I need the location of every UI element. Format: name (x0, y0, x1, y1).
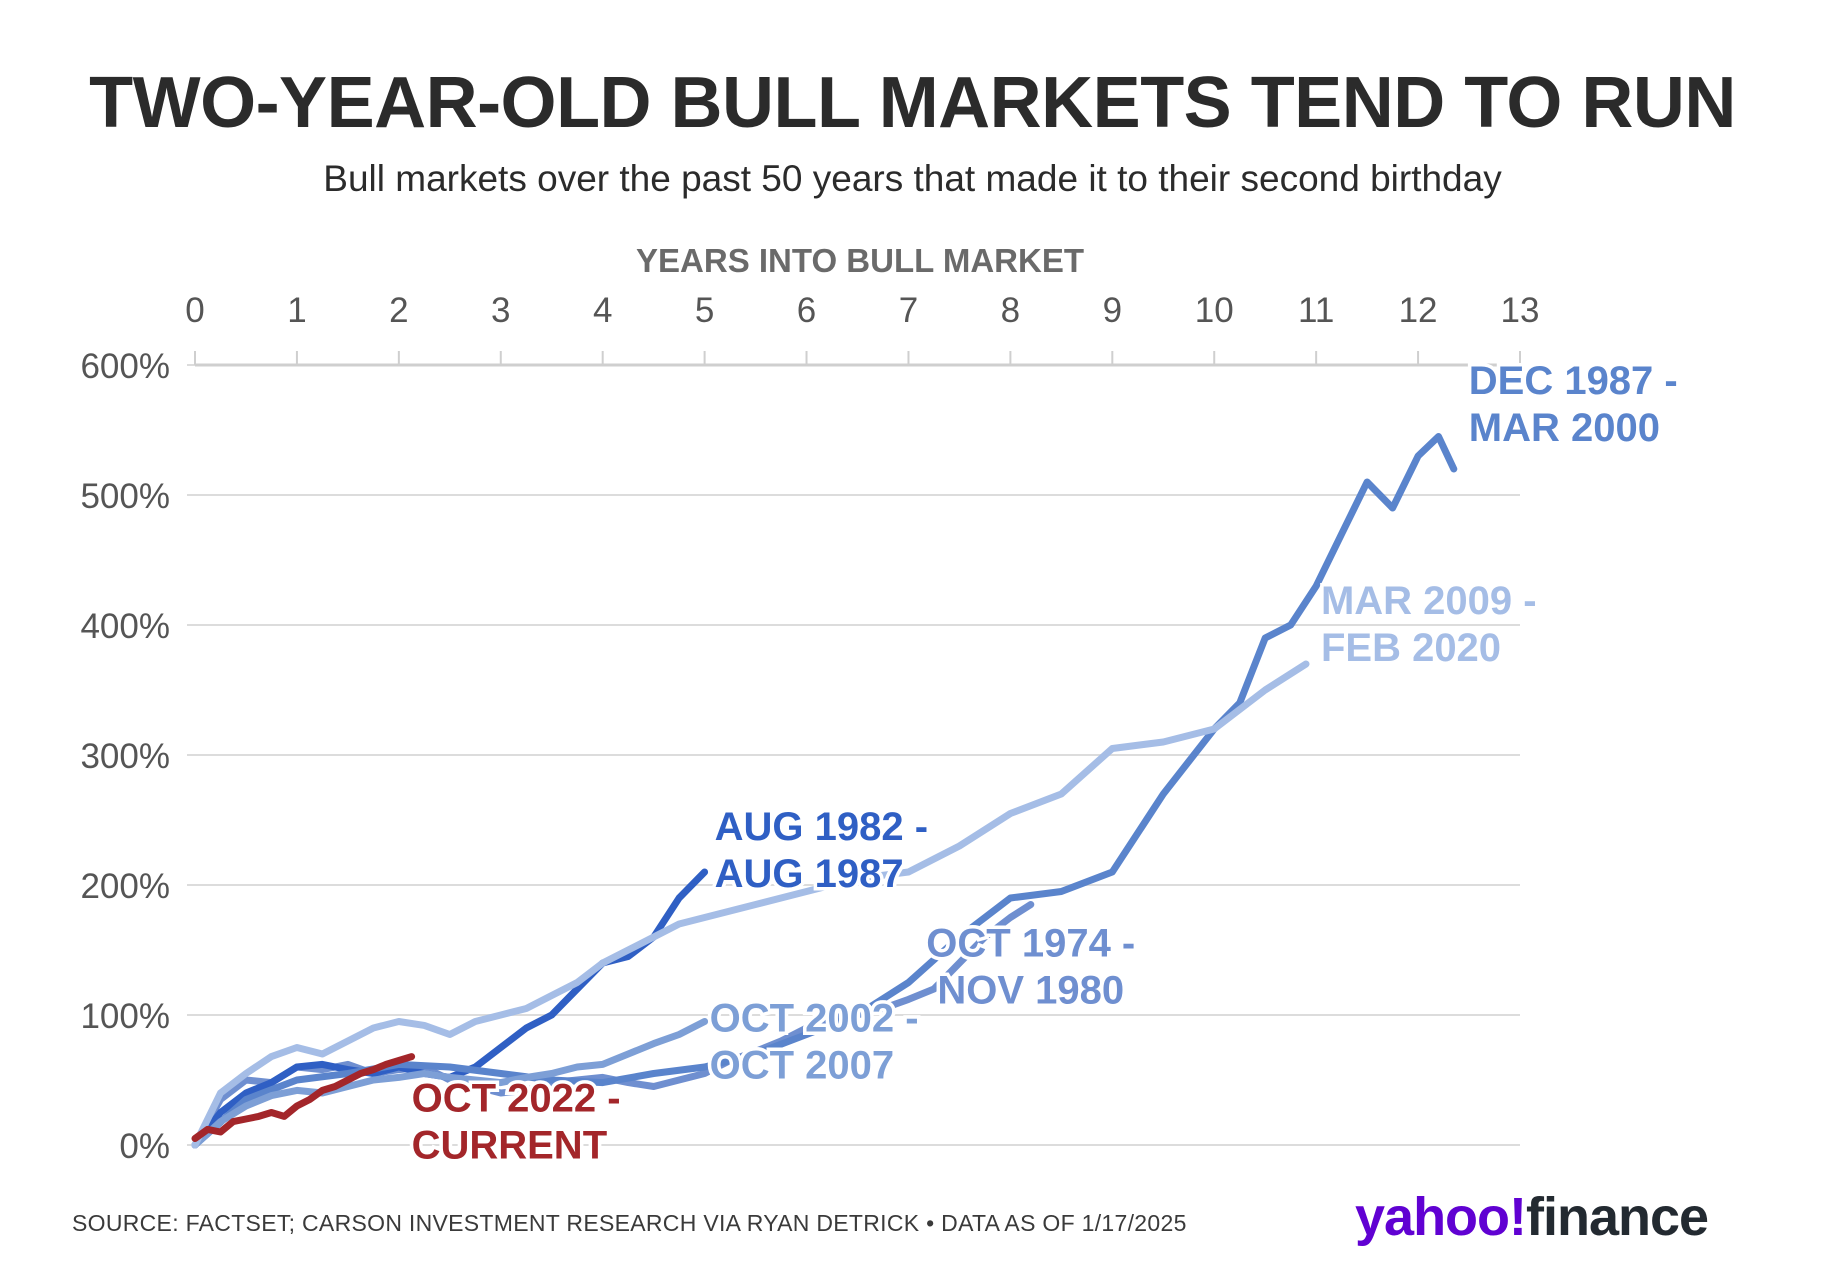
series-label-line: OCT 2007 (710, 1044, 895, 1088)
series-line (191, 1053, 416, 1142)
y-tick-label: 200% (80, 867, 170, 906)
series-label-line: CURRENT (412, 1124, 608, 1168)
y-tick-label: 0% (119, 1127, 170, 1166)
series-label-line: AUG 1982 - (715, 805, 928, 849)
series-label-line: AUG 1987 (715, 852, 904, 896)
series-label-line: MAR 2000 (1469, 406, 1660, 450)
series-label: MAR 2009 -FEB 2020 (1317, 576, 1540, 674)
chart-subtitle: Bull markets over the past 50 years that… (323, 158, 1502, 199)
x-axis: YEARS INTO BULL MARKET 0 1 2 3 4 5 6 7 8 9 10 11 12 1… (185, 242, 1540, 367)
y-tick-label: 100% (80, 997, 170, 1036)
y-tick-label: 600% (80, 347, 170, 386)
x-tick-label: 13 (1501, 291, 1540, 330)
y-tick-label: 400% (80, 607, 170, 646)
x-tick-label: 4 (593, 291, 612, 330)
series-line (191, 660, 1310, 1149)
series-label-line: OCT 2022 - (412, 1077, 621, 1121)
series-label-line: DEC 1987 - (1469, 359, 1678, 403)
brand-yahoo: yahoo! (1355, 1187, 1527, 1247)
brand-finance: finance (1526, 1187, 1709, 1247)
y-tick-label: 500% (80, 477, 170, 516)
series-labels: OCT 1974 -NOV 1980 AUG 1982 -AUG 1987 DEC … (408, 356, 1681, 1172)
x-tick-label: 9 (1103, 291, 1122, 330)
series-label-line: NOV 1980 (937, 969, 1124, 1013)
x-tick-label: 7 (899, 291, 918, 330)
series-label: OCT 2002 -OCT 2007 (706, 993, 922, 1091)
x-tick-label: 11 (1298, 291, 1334, 330)
x-tick-label: 5 (695, 291, 714, 330)
x-tick-label: 6 (797, 291, 816, 330)
series-label-line: MAR 2009 - (1321, 579, 1537, 623)
series-label-line: OCT 1974 - (926, 922, 1135, 966)
source-note: SOURCE: FACTSET; CARSON INVESTMENT RESEA… (72, 1210, 1187, 1236)
series-label-line: FEB 2020 (1321, 626, 1501, 670)
series-label-line: OCT 2002 - (710, 997, 919, 1041)
x-tick-label: 1 (287, 291, 306, 330)
x-tick-label: 8 (1001, 291, 1020, 330)
x-tick-label: 2 (389, 291, 408, 330)
series-lines (191, 433, 1458, 1149)
series-label: AUG 1982 -AUG 1987 (711, 802, 931, 900)
y-axis: 0% 100% 200% 300% 400% 500% 600% (80, 347, 170, 1166)
brand-logo: yahoo!finance (1355, 1186, 1709, 1248)
x-tick-label: 3 (491, 291, 510, 330)
series-line (191, 433, 1458, 1149)
x-axis-label: YEARS INTO BULL MARKET (636, 242, 1084, 279)
series-label: DEC 1987 -MAR 2000 (1465, 356, 1681, 454)
x-tick-label: 10 (1195, 291, 1234, 330)
series-label: OCT 2022 -CURRENT (408, 1073, 624, 1171)
chart-title: TWO-YEAR-OLD BULL MARKETS TEND TO RUN (89, 63, 1736, 143)
x-tick-label: 0 (185, 291, 204, 330)
x-tick-label: 12 (1399, 291, 1438, 330)
y-tick-label: 300% (80, 737, 170, 776)
series-label: OCT 1974 -NOV 1980 (923, 918, 1139, 1016)
series-line (191, 1018, 709, 1149)
